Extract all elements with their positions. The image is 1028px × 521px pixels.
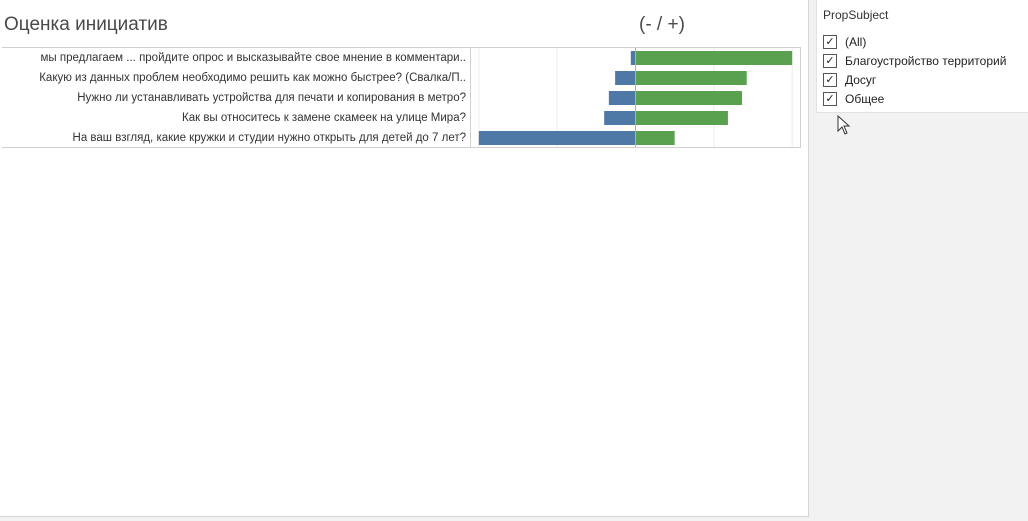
diverging-bar-chart: мы предлагаем ... пройдите опрос и выска…	[2, 47, 801, 148]
filter-option-label: Общее	[845, 92, 885, 106]
checkbox-icon[interactable]: ✓	[823, 35, 837, 49]
row-label[interactable]: Нужно ли устанавливать устройства для пе…	[77, 92, 466, 104]
mouse-cursor-icon	[837, 115, 851, 135]
negative-bar[interactable]	[615, 71, 636, 85]
negative-bar[interactable]	[630, 51, 636, 65]
propsubject-filter: PropSubject ✓ (All) ✓ Благоустройство те…	[816, 0, 1028, 113]
filter-option-label: (All)	[845, 35, 867, 49]
positive-bar[interactable]	[635, 131, 675, 145]
filter-option-all[interactable]: ✓ (All)	[823, 33, 866, 51]
filter-option-label: Досуг	[845, 73, 877, 87]
filter-option-label: Благоустройство территорий	[845, 54, 1007, 68]
row-labels-column: мы предлагаем ... пройдите опрос и выска…	[2, 48, 471, 147]
positive-bar[interactable]	[635, 111, 728, 125]
negative-bar[interactable]	[608, 91, 636, 105]
row-label[interactable]: На ваш взгляд, какие кружки и студии нуж…	[72, 132, 466, 144]
checkbox-icon[interactable]: ✓	[823, 54, 837, 68]
positive-bar[interactable]	[635, 71, 747, 85]
filter-option-improvement[interactable]: ✓ Благоустройство территорий	[823, 52, 1006, 70]
positive-bar[interactable]	[635, 51, 793, 65]
checkbox-icon[interactable]: ✓	[823, 73, 837, 87]
checkbox-icon[interactable]: ✓	[823, 92, 837, 106]
axis-title: (- / +)	[639, 14, 685, 35]
filter-title: PropSubject	[823, 8, 889, 22]
positive-bar[interactable]	[635, 91, 743, 105]
row-label[interactable]: Какую из данных проблем необходимо решит…	[39, 72, 466, 84]
bar-plot-area	[478, 48, 793, 147]
dashboard-title: Оценка инициатив	[4, 14, 168, 35]
filter-option-general[interactable]: ✓ Общее	[823, 90, 884, 108]
negative-bar[interactable]	[478, 131, 636, 145]
row-label[interactable]: Как вы относитесь к замене скамеек на ул…	[182, 112, 466, 124]
filter-option-leisure[interactable]: ✓ Досуг	[823, 71, 876, 89]
negative-bar[interactable]	[604, 111, 636, 125]
dashboard-view: Оценка инициатив (- / +) мы предлагаем .…	[0, 0, 809, 517]
row-label[interactable]: мы предлагаем ... пройдите опрос и выска…	[40, 52, 467, 64]
